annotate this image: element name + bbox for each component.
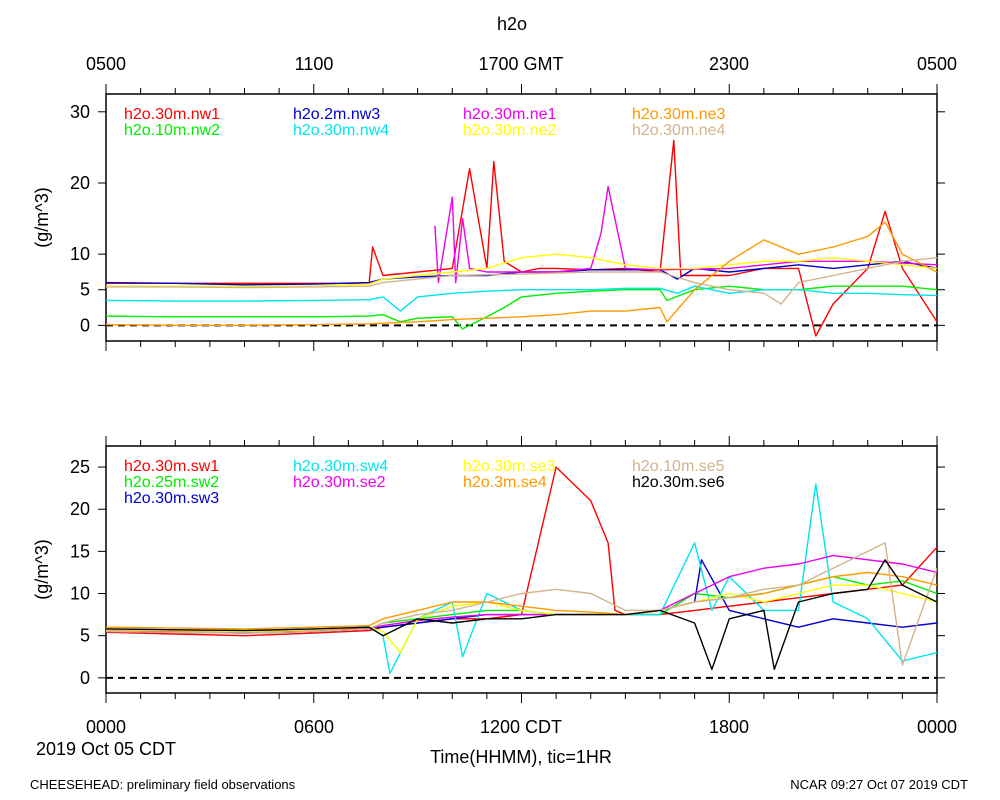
y-tick-label: 10 xyxy=(70,244,90,264)
bottom-axis-tick-label: 1800 xyxy=(709,717,749,737)
series-line-h2o-30m-ne3 xyxy=(106,221,937,326)
legend-entry: h2o.30m.sw4 xyxy=(293,458,388,475)
bottom-axis-tick-label: 0000 xyxy=(86,717,126,737)
bottom-axis-tick-label: 0600 xyxy=(294,717,334,737)
series-line-h2o-30m-ne4 xyxy=(106,257,937,305)
legend-entry: h2o.3m.se4 xyxy=(463,474,547,491)
footer-right-text: NCAR 09:27 Oct 07 2019 CDT xyxy=(790,777,968,792)
footer-left-text: CHEESEHEAD: preliminary field observatio… xyxy=(30,777,296,792)
legend-entry: h2o.10m.se5 xyxy=(632,458,725,475)
series-line-h2o-30m-ne1 xyxy=(434,185,937,284)
y-tick-label: 0 xyxy=(80,315,90,335)
series-line-h2o-30m-se6 xyxy=(106,559,937,671)
bottom-axis-tick-label: 1200 CDT xyxy=(480,717,562,737)
y-axis-label: (g/m^3) xyxy=(32,187,52,247)
y-tick-label: 15 xyxy=(70,541,90,561)
legend-entry: h2o.10m.nw2 xyxy=(124,122,220,139)
legend-entry: h2o.30m.se6 xyxy=(632,474,725,491)
series-line-h2o-30m-nw4 xyxy=(106,285,937,312)
legend-entry: h2o.30m.ne1 xyxy=(463,106,557,123)
series-line-h2o-25m-sw2 xyxy=(106,576,937,634)
top-axis-tick-label: 1700 GMT xyxy=(478,54,563,74)
legend-entry: h2o.30m.ne4 xyxy=(632,122,726,139)
legend-entry: h2o.30m.se2 xyxy=(293,474,386,491)
bottom-axis-tick-label: 0000 xyxy=(917,717,957,737)
x-axis-label: Time(HHMM), tic=1HR xyxy=(430,747,612,767)
legend-entry: h2o.30m.ne3 xyxy=(632,106,726,123)
top-axis-tick-label: 2300 xyxy=(709,54,749,74)
legend-entry: h2o.25m.sw2 xyxy=(124,474,219,491)
legend-entry: h2o.30m.se3 xyxy=(463,458,556,475)
series-line-h2o-30m-ne2 xyxy=(106,253,937,287)
top-axis-tick-label: 1100 xyxy=(295,54,334,74)
series-line-h2o-30m-sw1 xyxy=(106,466,937,637)
y-tick-label: 5 xyxy=(80,280,90,300)
legend-entry: h2o.30m.nw4 xyxy=(293,122,389,139)
y-tick-label: 5 xyxy=(80,626,90,646)
legend-entry: h2o.30m.sw3 xyxy=(124,490,219,507)
y-tick-label: 30 xyxy=(70,102,90,122)
legend-entry: h2o.2m.nw3 xyxy=(293,106,380,123)
y-tick-label: 0 xyxy=(80,668,90,688)
series-group xyxy=(106,466,937,675)
legend-entry: h2o.30m.nw1 xyxy=(124,106,220,123)
series-line-h2o-10m-se5 xyxy=(106,542,937,666)
y-tick-label: 20 xyxy=(70,173,90,193)
series-group xyxy=(106,139,937,337)
series-line-h2o-30m-nw1 xyxy=(106,139,937,337)
top-axis-tick-label: 0500 xyxy=(86,54,126,74)
y-tick-label: 20 xyxy=(70,499,90,519)
y-tick-label: 10 xyxy=(70,584,90,604)
series-line-h2o-3m-se4 xyxy=(106,571,937,630)
chart-title: h2o xyxy=(497,14,527,34)
top-axis-tick-label: 0500 xyxy=(917,54,957,74)
legend-entry: h2o.30m.sw1 xyxy=(124,458,219,475)
y-axis-label: (g/m^3) xyxy=(32,539,52,599)
y-tick-label: 25 xyxy=(70,457,90,477)
date-label: 2019 Oct 05 CDT xyxy=(36,739,176,759)
legend-entry: h2o.30m.ne2 xyxy=(463,122,557,139)
series-line-h2o-2m-nw3 xyxy=(106,260,937,286)
